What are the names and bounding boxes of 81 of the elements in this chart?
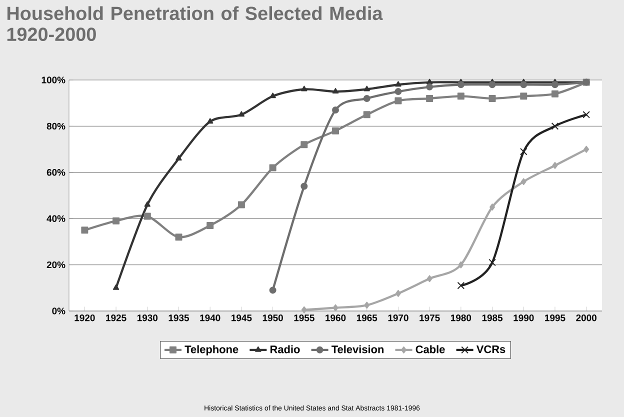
x-tick-label: 1945 — [232, 314, 252, 322]
point — [144, 212, 151, 220]
point — [520, 178, 526, 186]
point — [426, 78, 433, 84]
point — [394, 88, 402, 96]
point — [395, 81, 402, 87]
y-tick-label: 40% — [46, 215, 66, 222]
x-tick-label: 1920 — [74, 314, 95, 322]
y-tick-label: 80% — [46, 122, 66, 130]
point — [584, 146, 590, 153]
legend-label: Radio — [270, 345, 300, 354]
point — [488, 94, 496, 102]
point — [81, 226, 88, 234]
y-tick-label: 100% — [42, 76, 66, 84]
point — [270, 92, 276, 98]
point — [426, 275, 432, 282]
point — [488, 81, 496, 88]
point — [332, 106, 340, 114]
point — [300, 182, 308, 190]
point — [206, 222, 214, 230]
x-tick-label: 1985 — [482, 314, 503, 322]
y-tick-label: 20% — [46, 261, 66, 268]
point — [394, 97, 402, 104]
x-tick-label: 1950 — [262, 314, 283, 322]
point — [112, 217, 120, 224]
point — [301, 86, 308, 92]
point — [332, 88, 339, 94]
y-tick-label: 60% — [46, 169, 66, 176]
point — [426, 94, 434, 102]
x-tick-label: 1930 — [137, 314, 158, 322]
point — [551, 122, 559, 130]
point — [332, 127, 340, 134]
x-tick-label: 1970 — [388, 314, 408, 322]
point — [238, 201, 245, 208]
point — [363, 94, 370, 102]
point — [176, 155, 182, 161]
point — [582, 110, 590, 118]
x-tick-label: 1940 — [200, 314, 220, 322]
x-tick-label: 1955 — [294, 314, 314, 322]
x-tick-label: 1925 — [106, 314, 126, 322]
point — [426, 83, 434, 90]
y-tick-label: 0% — [52, 308, 66, 314]
point — [551, 81, 558, 88]
point — [457, 92, 464, 100]
point — [364, 86, 370, 92]
legend-label: Telephone — [184, 345, 238, 356]
x-tick-label: 1995 — [545, 314, 566, 322]
point — [175, 234, 182, 241]
x-tick-label: 1990 — [514, 314, 534, 322]
point — [363, 111, 370, 118]
legend-label: VCRs — [476, 345, 506, 354]
x-tick-label: 2000 — [576, 314, 596, 322]
point — [551, 90, 558, 98]
point — [457, 282, 465, 290]
x-tick-label: 1965 — [356, 314, 378, 322]
point — [457, 81, 464, 88]
point — [300, 141, 308, 148]
x-tick-label: 1935 — [168, 314, 189, 322]
chart-title: Household Penetration of Selected Media 1920-2000 — [7, 6, 383, 42]
point — [458, 261, 464, 268]
point — [332, 304, 338, 312]
point — [238, 111, 245, 117]
x-tick-label: 1960 — [326, 314, 346, 322]
point — [112, 284, 120, 290]
point — [144, 201, 150, 207]
point — [520, 81, 528, 88]
point — [206, 118, 214, 124]
point — [364, 302, 370, 309]
x-tick-label: 1975 — [420, 314, 440, 322]
point — [488, 258, 496, 266]
point — [520, 92, 528, 100]
legend-label: Television — [332, 345, 384, 354]
point — [269, 164, 276, 172]
point — [395, 290, 401, 297]
x-tick-label: 1980 — [450, 314, 472, 322]
point — [552, 162, 558, 169]
legend-label: Cable — [416, 345, 445, 354]
point — [490, 204, 496, 211]
point — [520, 148, 528, 156]
point — [301, 306, 307, 314]
point — [269, 286, 276, 294]
